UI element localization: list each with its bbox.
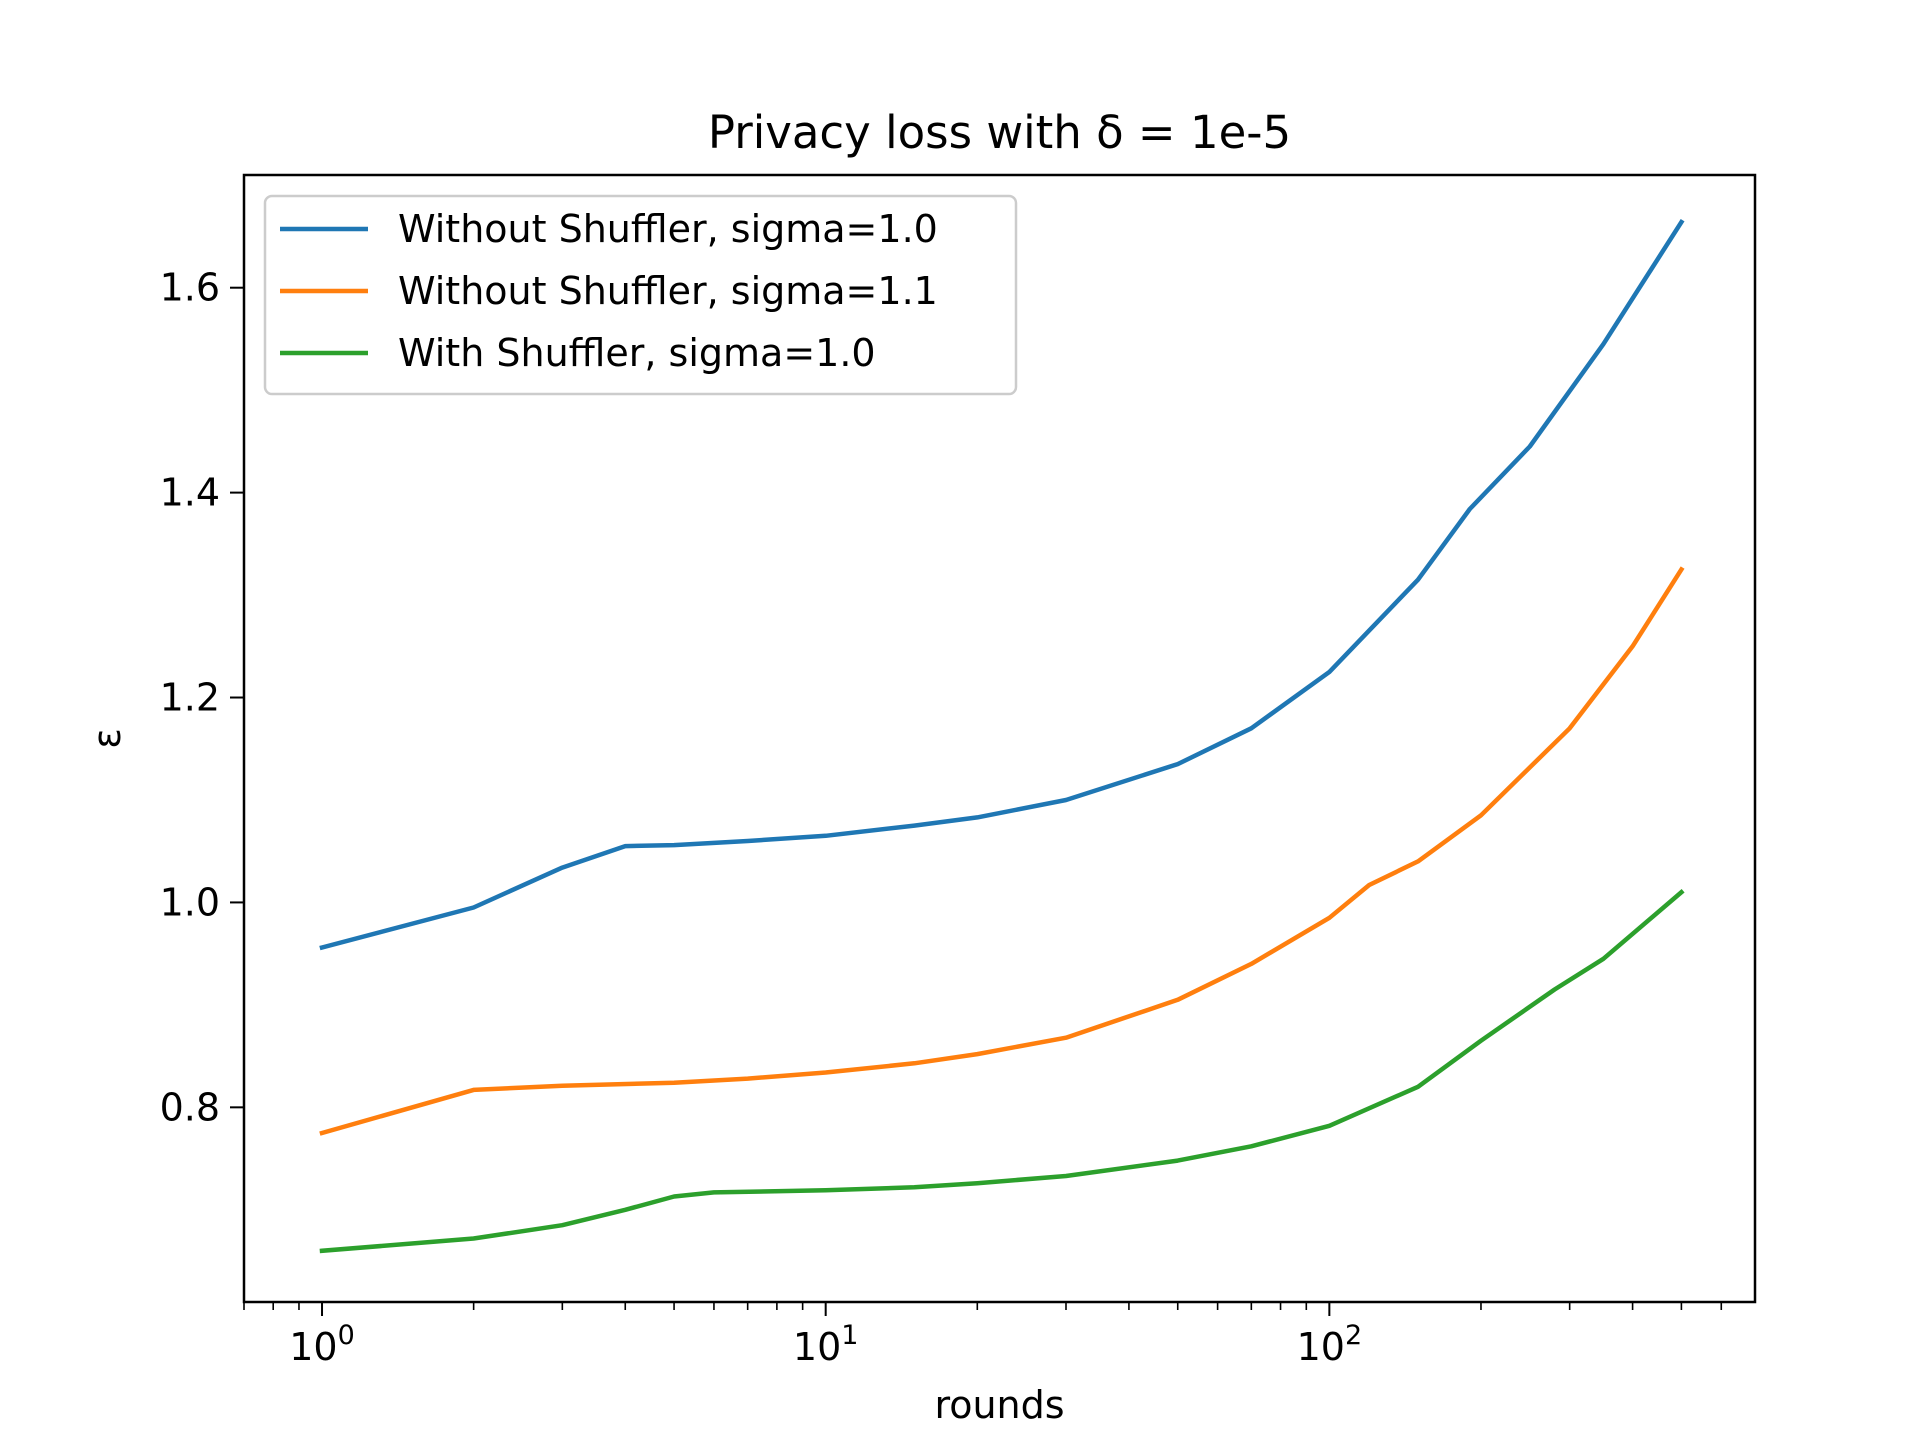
legend-box (263, 194, 1018, 396)
series-layer (319, 218, 1685, 1254)
y-tick-label-2: 1.0 (160, 880, 220, 924)
y-tick-label-1: 0.8 (160, 1085, 220, 1129)
series-line-3 (319, 889, 1685, 1254)
y-tick-label-5: 1.6 (160, 266, 220, 310)
y-axis-label: ε (85, 728, 129, 749)
plot-frame (242, 173, 1757, 1304)
y-tick-label-3: 1.2 (160, 676, 220, 720)
legend-label-3: With Shuffler, sigma=1.0 (398, 331, 876, 375)
x-axis-ticks: 100 101 102 (243, 1302, 1723, 1369)
y-tick-label-4: 1.4 (160, 471, 220, 515)
series-line-1 (319, 218, 1685, 951)
x-tick-label-2: 101 (793, 1320, 859, 1369)
chart-title: Privacy loss with δ = 1e-5 (708, 106, 1291, 159)
legend: Without Shuffler, sigma=1.0 Without Shuff… (263, 194, 1018, 396)
x-tick-label-1: 100 (289, 1320, 355, 1369)
legend-label-2: Without Shuffler, sigma=1.1 (398, 269, 938, 313)
series-line-2 (319, 566, 1685, 1136)
x-tick-label-3: 102 (1297, 1320, 1363, 1369)
y-axis-ticks: 0.8 1.0 1.2 1.4 1.6 (160, 266, 244, 1129)
x-axis-label: rounds (934, 1383, 1064, 1427)
legend-label-1: Without Shuffler, sigma=1.0 (398, 207, 938, 251)
